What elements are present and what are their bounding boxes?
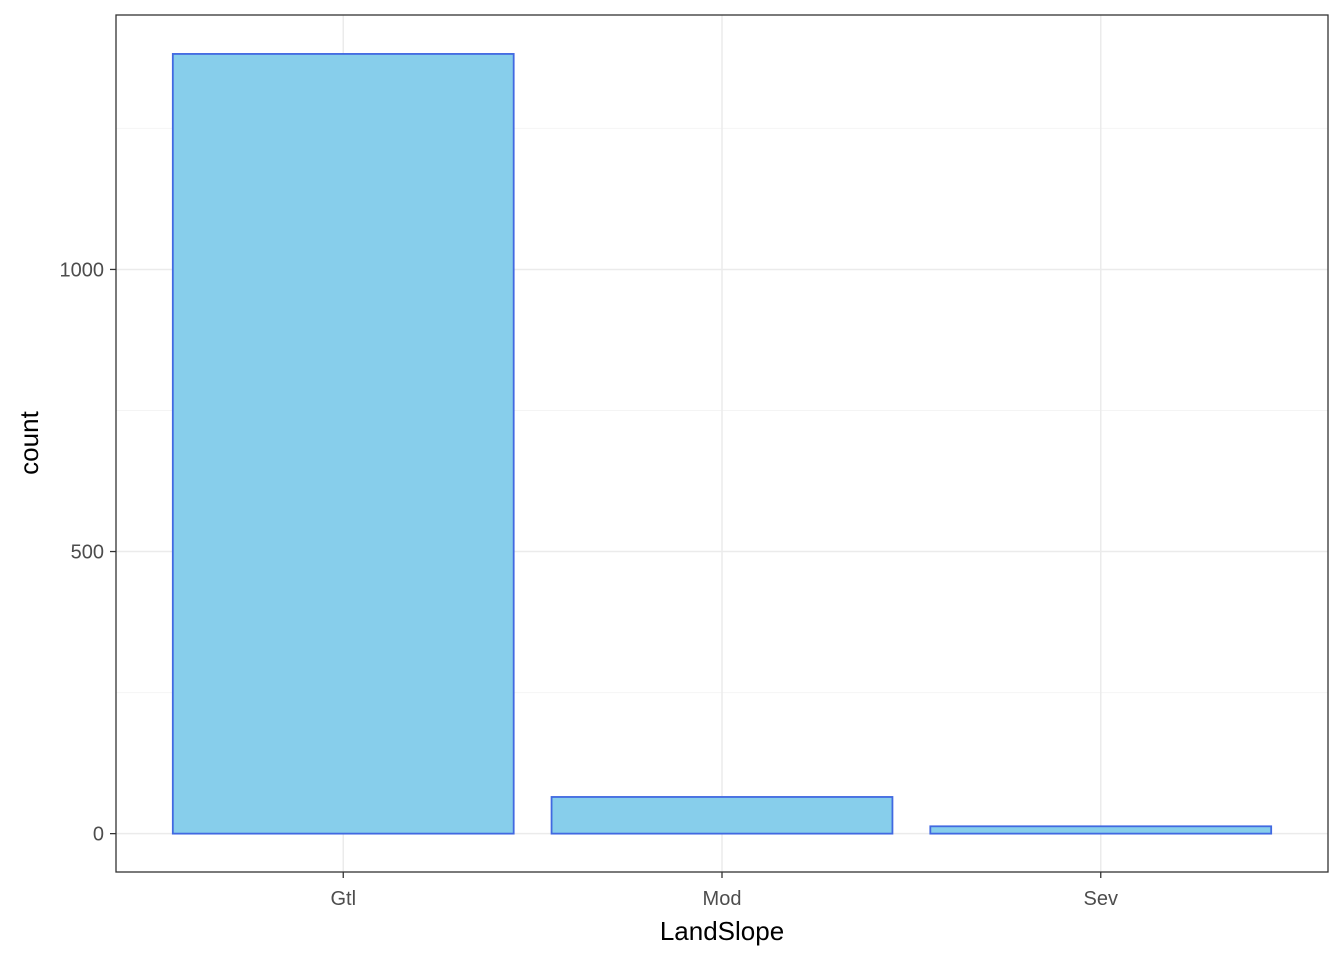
y-axis: 0 500 1000 xyxy=(60,259,116,846)
y-axis-title: count xyxy=(14,410,44,474)
bar-sev xyxy=(929,825,1273,835)
bar-gtl xyxy=(171,53,515,835)
y-tick-label: 0 xyxy=(93,824,104,846)
x-tick-label: Sev xyxy=(1084,888,1118,910)
y-tick-label: 500 xyxy=(71,542,104,564)
x-tick-label: Gtl xyxy=(330,888,356,910)
x-axis: Gtl Mod Sev xyxy=(330,872,1118,910)
x-axis-title: LandSlope xyxy=(660,916,784,946)
bars xyxy=(171,53,1273,835)
x-tick-label: Mod xyxy=(703,888,742,910)
y-tick-label: 1000 xyxy=(60,259,105,281)
bar-mod xyxy=(550,796,894,835)
